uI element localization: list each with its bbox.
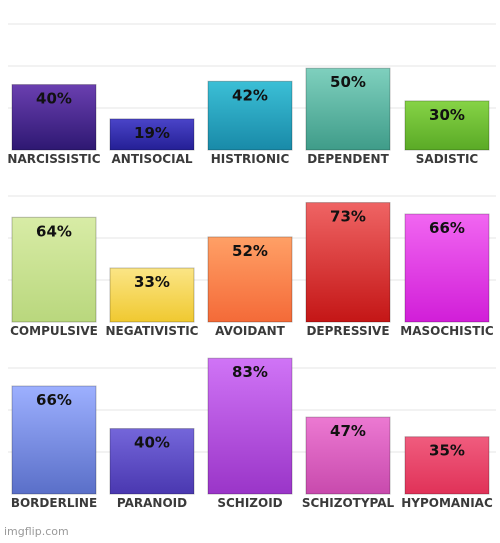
category-label-histrionic: HISTRIONIC [211, 152, 290, 166]
category-label-borderline: BORDERLINE [11, 496, 97, 510]
watermark: imgflip.com [4, 525, 69, 538]
value-label-histrionic: 42% [232, 86, 268, 104]
category-label-depressive: DEPRESSIVE [306, 324, 389, 338]
value-label-paranoid: 40% [134, 434, 170, 452]
category-label-compulsive: COMPULSIVE [10, 324, 98, 338]
value-label-hypomaniac: 35% [429, 442, 465, 460]
bar-schizotypal [305, 416, 391, 495]
value-label-compulsive: 64% [36, 222, 72, 240]
bar-antisocial [109, 118, 195, 151]
bar-masochistic [404, 213, 490, 323]
value-label-depressive: 73% [330, 208, 366, 226]
category-label-narcissistic: NARCISSISTIC [7, 152, 100, 166]
category-label-avoidant: AVOIDANT [215, 324, 286, 338]
category-label-masochistic: MASOCHISTIC [400, 324, 494, 338]
category-label-dependent: DEPENDENT [307, 152, 389, 166]
value-label-dependent: 50% [330, 73, 366, 91]
bar-compulsive [11, 216, 97, 323]
value-label-schizoid: 83% [232, 363, 268, 381]
bar-hypomaniac [404, 436, 490, 495]
chart-panel-2: 64% COMPULSIVE 33% NEGATIVISTIC 52% AVOIDANT 7… [8, 195, 496, 338]
bar-dependent [305, 67, 391, 151]
category-label-hypomaniac: HYPOMANIAC [401, 496, 493, 510]
value-label-narcissistic: 40% [36, 90, 72, 108]
bar-sadistic [404, 100, 490, 151]
category-label-paranoid: PARANOID [117, 496, 187, 510]
chart-panel-3: 66% BORDERLINE 40% PARANOID 83% SCHIZOID 47% SC… [8, 357, 496, 510]
category-label-negativistic: NEGATIVISTIC [106, 324, 199, 338]
bar-borderline [11, 385, 97, 495]
value-label-masochistic: 66% [429, 219, 465, 237]
value-label-borderline: 66% [36, 391, 72, 409]
value-label-sadistic: 30% [429, 106, 465, 124]
bar-avoidant [207, 236, 293, 323]
value-label-antisocial: 19% [134, 124, 170, 142]
bar-schizoid [207, 357, 293, 495]
value-label-schizotypal: 47% [330, 422, 366, 440]
category-label-antisocial: ANTISOCIAL [111, 152, 192, 166]
bar-narcissistic [11, 84, 97, 151]
bar-depressive [305, 202, 391, 323]
category-label-sadistic: SADISTIC [416, 152, 479, 166]
bar-negativistic [109, 267, 195, 323]
bar-paranoid [109, 428, 195, 495]
value-label-avoidant: 52% [232, 242, 268, 260]
chart-panel-1: 40% NARCISSISTIC 19% ANTISOCIAL 42% HISTRIONI… [7, 23, 496, 166]
category-label-schizotypal: SCHIZOTYPAL [302, 496, 395, 510]
bar-histrionic [207, 80, 293, 151]
value-label-negativistic: 33% [134, 273, 170, 291]
category-label-schizoid: SCHIZOID [217, 496, 282, 510]
